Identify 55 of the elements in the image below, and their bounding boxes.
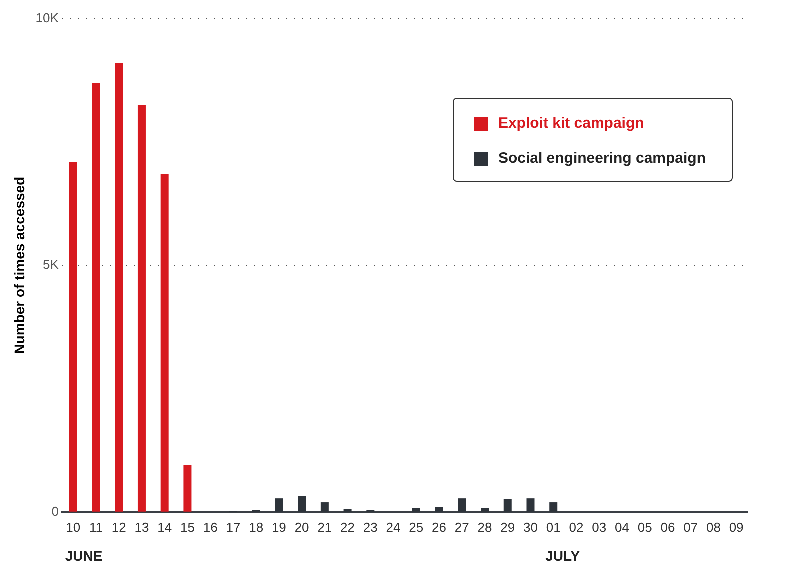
text: JUNE	[65, 548, 103, 564]
bar	[504, 499, 512, 512]
x-tick-label: 02	[569, 520, 584, 535]
bar	[115, 63, 124, 512]
x-tick-label: 30	[524, 520, 538, 535]
text: JULY	[546, 548, 581, 564]
bar	[458, 498, 466, 512]
x-tick-label: 14	[158, 520, 172, 535]
x-tick-label: 13	[134, 520, 150, 535]
bar	[412, 508, 420, 512]
x-tick-label: 10	[66, 520, 81, 535]
bar	[184, 466, 192, 512]
x-tick-label: 26	[432, 520, 447, 535]
y-tick-label: 0	[52, 504, 59, 519]
y-tick-label: 10K	[36, 10, 60, 26]
x-tick-label: 28	[478, 520, 492, 535]
bar	[298, 496, 306, 512]
x-tick-label: 04	[614, 520, 630, 535]
x-tick-label: 06	[660, 520, 676, 535]
bar	[69, 162, 78, 512]
x-tick-label: 08	[706, 520, 721, 535]
x-tick-label: 11	[89, 520, 103, 535]
bar	[275, 498, 284, 512]
x-tick-label: 22	[340, 520, 356, 535]
x-tick-label: 27	[454, 520, 470, 535]
y-axis-title: Number of times accessed	[11, 176, 28, 354]
x-tick-label: 23	[363, 520, 378, 535]
x-tick-label: 21	[318, 520, 332, 535]
x-tick-label: 24	[386, 520, 401, 535]
x-tick-label: 01	[546, 520, 561, 535]
bar	[138, 105, 146, 512]
x-tick-label: 07	[684, 520, 698, 535]
bar	[550, 502, 558, 512]
x-tick-label: 03	[592, 520, 607, 535]
x-tick-label: 17	[226, 520, 241, 535]
bar	[435, 507, 444, 512]
bar	[160, 174, 169, 512]
x-tick-label: 19	[272, 520, 286, 535]
bar	[320, 502, 329, 512]
x-tick-label: 15	[180, 520, 195, 535]
y-tick-label: 5K	[43, 257, 60, 272]
x-tick-label: 20	[294, 520, 310, 535]
x-tick-label: 12	[112, 520, 126, 535]
bar	[344, 508, 352, 512]
x-tick-label: 09	[729, 520, 744, 535]
legend-label: Exploit kit campaign	[498, 115, 644, 132]
x-tick-label: 18	[249, 520, 264, 535]
bar	[526, 498, 535, 512]
x-tick-label: 05	[638, 520, 652, 535]
x-tick-label: 29	[500, 520, 516, 535]
bar	[92, 82, 100, 512]
bar	[481, 508, 490, 512]
x-tick-label: 16	[203, 520, 218, 535]
x-tick-label: 25	[409, 520, 424, 535]
legend-label: Social engineering campaign	[498, 150, 706, 167]
